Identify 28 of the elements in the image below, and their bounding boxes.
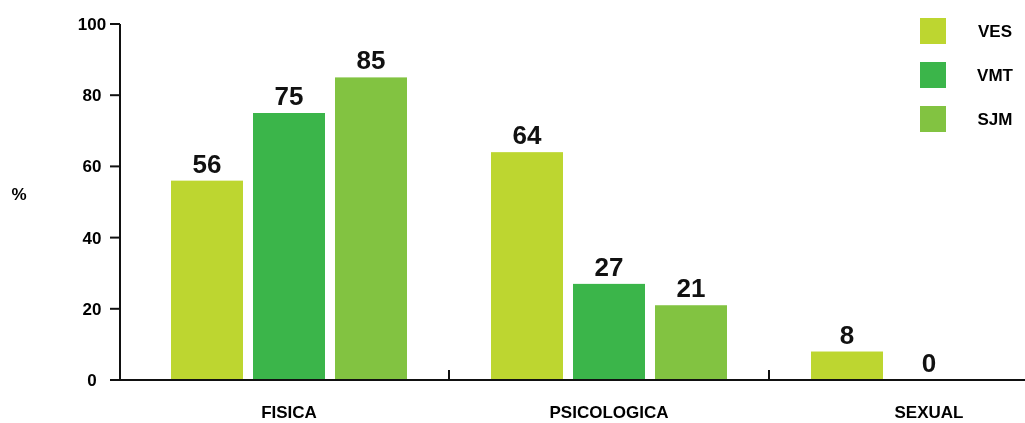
legend-label: SJM: [977, 110, 1013, 129]
y-tick-label: 60: [82, 157, 102, 177]
y-tick-label: 20: [82, 299, 102, 319]
x-tick-label: FISICA: [261, 403, 317, 422]
data-label: 0: [921, 348, 937, 378]
bar: [253, 113, 325, 380]
data-label: 8: [839, 319, 855, 350]
y-tick-label: 100: [77, 15, 107, 34]
y-tick-label: 80: [82, 86, 102, 106]
data-label: 64: [512, 120, 542, 151]
data-label: 27: [594, 251, 624, 282]
data-label: 56: [192, 148, 222, 179]
bar: [171, 180, 243, 380]
bar: [573, 283, 645, 380]
bar: [811, 351, 883, 380]
bar: [655, 305, 727, 380]
legend-label: VMT: [977, 66, 1014, 85]
x-tick-label: PSICOLOGICA: [549, 403, 669, 422]
legend-label: VES: [977, 22, 1013, 41]
data-label: 75: [274, 81, 304, 111]
y-axis-title: %: [11, 185, 27, 204]
data-label: 85: [356, 45, 386, 76]
x-tick-label: SEXUAL: [894, 403, 964, 422]
data-label: 21: [676, 273, 706, 304]
y-tick-label: 0: [87, 371, 97, 390]
bar: [335, 77, 407, 380]
bar: [491, 152, 563, 380]
y-tick-label: 40: [82, 228, 102, 248]
